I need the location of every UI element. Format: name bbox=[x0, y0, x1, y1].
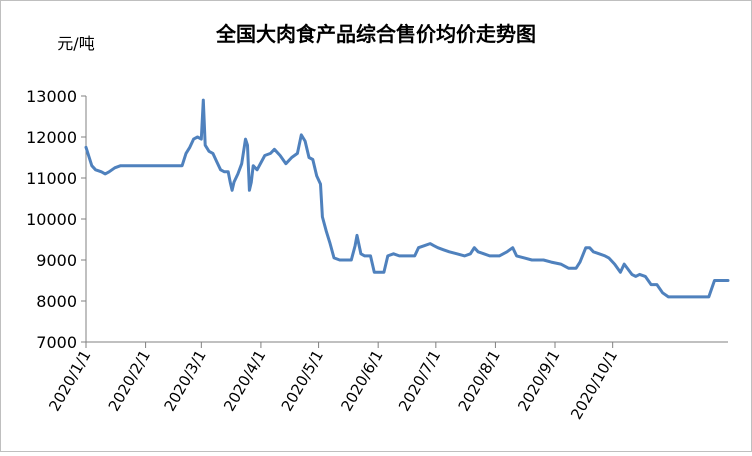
x-tick-label: 2020/4/1 bbox=[220, 347, 269, 414]
y-axis-unit-label: 元/吨 bbox=[57, 34, 94, 53]
y-tick-label: 9000 bbox=[36, 251, 77, 270]
y-tick-label: 10000 bbox=[26, 210, 77, 229]
x-tick-label: 2020/7/1 bbox=[395, 347, 444, 414]
y-axis-ticks: 7000 8000 9000 10000 11000 12000 13000 bbox=[26, 87, 86, 352]
x-tick-label: 2020/3/1 bbox=[161, 347, 210, 414]
x-tick-label: 2020/8/1 bbox=[455, 347, 504, 414]
y-tick-label: 7000 bbox=[36, 333, 77, 352]
x-tick-label: 2020/1/1 bbox=[45, 347, 94, 414]
x-tick-label: 2020/6/1 bbox=[337, 347, 386, 414]
x-axis-ticks: 2020/1/1 2020/2/1 2020/3/1 2020/4/1 2020/5/1… bbox=[45, 342, 621, 423]
y-tick-label: 8000 bbox=[36, 292, 77, 311]
x-tick-label: 2020/10/1 bbox=[567, 347, 621, 423]
series-line bbox=[84, 98, 730, 299]
y-tick-label: 11000 bbox=[26, 169, 77, 188]
chart-title: 全国大肉食产品综合售价均价走势图 bbox=[215, 22, 536, 46]
y-tick-label: 12000 bbox=[26, 128, 77, 147]
x-tick-label: 2020/2/1 bbox=[105, 347, 154, 414]
x-tick-label: 2020/5/1 bbox=[278, 347, 327, 414]
y-tick-label: 13000 bbox=[26, 87, 77, 106]
x-tick-label: 2020/9/1 bbox=[514, 347, 563, 414]
